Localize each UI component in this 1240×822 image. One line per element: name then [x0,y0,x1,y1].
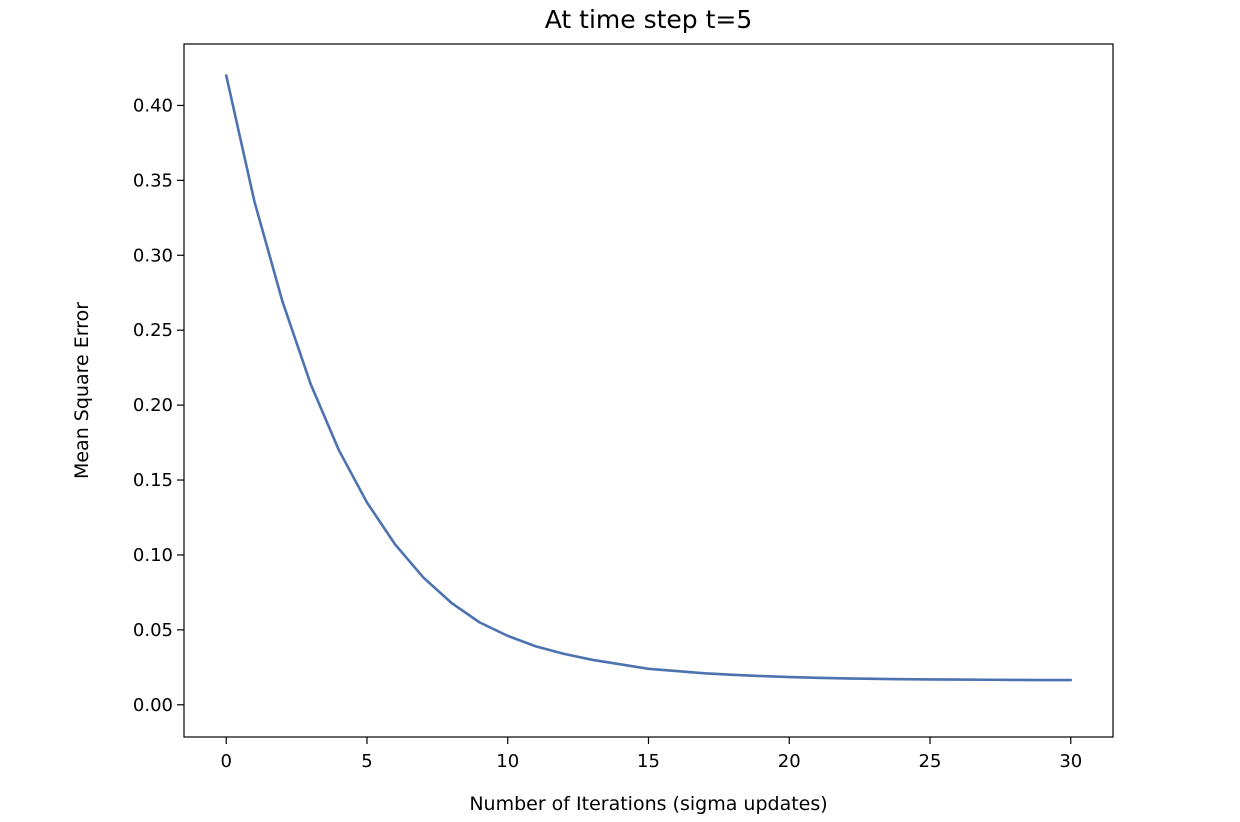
x-tick-label: 25 [919,751,942,772]
y-tick-label: 0.15 [133,470,173,491]
y-tick-label: 0.40 [133,95,173,116]
y-axis-label: Mean Square Error [71,302,93,479]
x-axis: 0 5 10 15 20 25 30 [221,737,1082,772]
x-axis-label: Number of Iterations (sigma updates) [469,793,827,815]
y-tick-label: 0.00 [133,695,173,716]
y-tick-label: 0.20 [133,395,173,416]
x-tick-label: 30 [1059,751,1082,772]
y-axis: 0.00 0.05 0.10 0.15 0.20 0.25 0.30 0.35 0.40 [133,95,184,716]
series-line [224,74,1073,682]
plot-area [224,74,1073,682]
y-tick-label: 0.25 [133,320,173,341]
y-tick-label: 0.10 [133,545,173,566]
x-tick-label: 10 [496,751,519,772]
y-tick-label: 0.35 [133,170,173,191]
chart-title: At time step t=5 [545,5,753,34]
x-tick-label: 15 [637,751,660,772]
x-tick-label: 20 [778,751,801,772]
y-tick-label: 0.30 [133,245,173,266]
x-tick-label: 0 [221,751,232,772]
y-tick-label: 0.05 [133,620,173,641]
x-tick-label: 5 [361,751,372,772]
